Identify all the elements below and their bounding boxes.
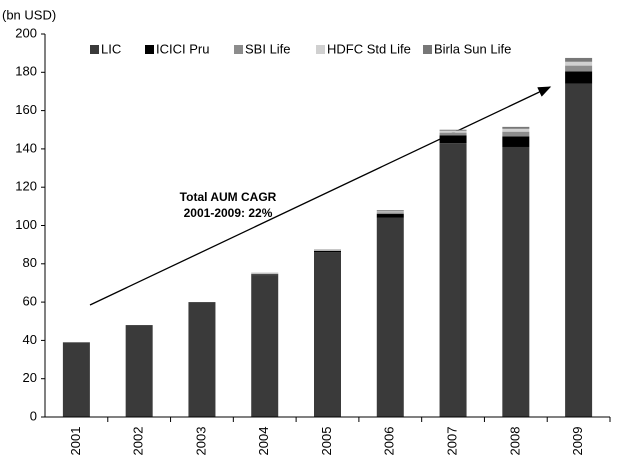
x-tick-label: 2009 — [570, 427, 585, 456]
bar-segment — [62, 342, 90, 417]
bar-segment — [439, 129, 467, 131]
legend-swatch — [234, 45, 243, 54]
y-tick-label: 60 — [23, 294, 37, 309]
y-tick-label: 160 — [15, 102, 37, 117]
y-tick-label: 140 — [15, 140, 37, 155]
x-tick-label: 2003 — [193, 427, 208, 456]
bar-segment — [376, 214, 404, 218]
y-tick-label: 40 — [23, 332, 37, 347]
bar-segment — [565, 83, 593, 417]
bar-segment — [314, 250, 341, 253]
x-tick-label: 2008 — [507, 427, 522, 456]
bar-segment — [439, 135, 467, 144]
bar-segment — [251, 275, 279, 417]
bar-segment — [314, 250, 341, 251]
y-axis-label: (bn USD) — [2, 7, 56, 22]
x-tick-label: 2005 — [319, 427, 334, 456]
bar-segment — [251, 273, 279, 275]
y-tick-label: 100 — [15, 217, 37, 232]
bar-segment — [439, 143, 467, 417]
y-tick-label: 200 — [15, 25, 37, 40]
bar-segment — [125, 325, 153, 417]
bar-segment — [376, 217, 404, 417]
legend-label: HDFC Std Life — [327, 41, 411, 56]
y-tick-label: 120 — [15, 179, 37, 194]
bar-segment — [314, 249, 341, 251]
y-tick-label: 20 — [23, 370, 37, 385]
annotation: Total AUM CAGR — [180, 190, 277, 204]
bar-segment — [251, 273, 279, 274]
legend-swatch — [90, 45, 99, 54]
x-tick-label: 2006 — [382, 427, 397, 456]
bar-segment — [439, 130, 467, 133]
bar-segment — [439, 132, 467, 136]
legend-label: SBI Life — [245, 41, 291, 56]
legend-label: ICICI Pru — [156, 41, 209, 56]
bar-segment — [502, 146, 530, 418]
bar-segment — [376, 212, 404, 215]
bar-segment — [188, 302, 216, 417]
bar-segment — [502, 136, 530, 147]
bar-segment — [565, 71, 593, 84]
legend-swatch — [316, 45, 325, 54]
bar-segment — [565, 65, 593, 72]
trend-arrow — [89, 86, 552, 306]
y-tick-label: 0 — [30, 408, 37, 423]
x-tick-label: 2001 — [68, 427, 83, 456]
bar-segment — [502, 128, 530, 132]
y-tick-label: 80 — [23, 255, 37, 270]
x-tick-label: 2004 — [256, 427, 271, 456]
legend-label: Birla Sun Life — [434, 41, 511, 56]
legend-swatch — [423, 45, 432, 54]
legend-label: LIC — [101, 41, 121, 56]
x-tick-label: 2002 — [131, 427, 146, 456]
annotation: 2001-2009: 22% — [184, 206, 273, 220]
bar-segment — [502, 131, 530, 137]
legend-swatch — [145, 45, 154, 54]
bar-segment — [251, 274, 279, 276]
y-tick-label: 180 — [15, 64, 37, 79]
bar-segment — [314, 252, 341, 417]
bar-segment — [502, 126, 530, 129]
bar-segment — [565, 57, 593, 62]
bar-segment — [376, 210, 404, 212]
x-tick-label: 2007 — [444, 427, 459, 456]
bar-segment — [565, 61, 593, 66]
bar-segment — [376, 211, 404, 213]
